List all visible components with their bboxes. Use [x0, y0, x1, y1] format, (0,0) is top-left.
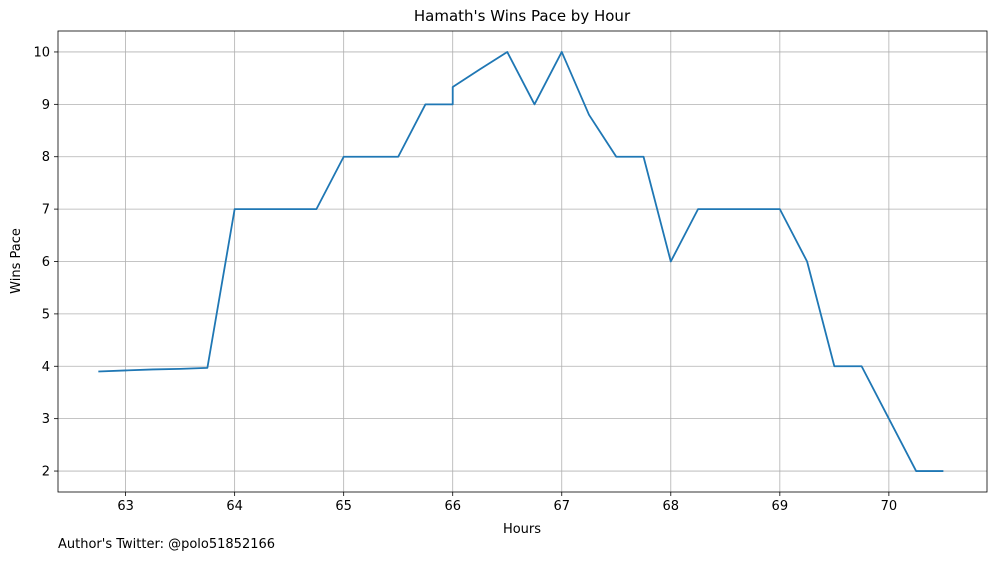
grid: [58, 31, 987, 492]
y-tick-label: 2: [42, 465, 50, 480]
y-tick-label: 9: [42, 98, 50, 113]
y-axis: 2 3 4 5 6 7 8 9 10: [33, 45, 58, 480]
x-tick-label: 65: [335, 499, 352, 514]
x-axis-label: Hours: [503, 522, 541, 537]
author-credit: Author's Twitter: @polo51852166: [58, 537, 276, 552]
y-tick-label: 7: [42, 203, 50, 218]
x-tick-label: 68: [663, 499, 680, 514]
y-tick-label: 3: [42, 412, 50, 427]
x-tick-label: 64: [226, 499, 243, 514]
series-line: [98, 51, 944, 472]
x-tick-label: 66: [444, 499, 461, 514]
y-tick-label: 6: [42, 255, 50, 270]
y-axis-label: Wins Pace: [9, 228, 24, 294]
x-tick-label: 69: [772, 499, 789, 514]
x-tick-label: 67: [553, 499, 570, 514]
y-tick-label: 8: [42, 150, 50, 165]
x-tick-label: 70: [881, 499, 898, 514]
y-tick-label: 10: [33, 45, 50, 60]
y-tick-label: 5: [42, 307, 50, 322]
series-layer: [98, 51, 944, 472]
x-tick-label: 63: [117, 499, 134, 514]
x-axis: 63 64 65 66 67 68 69 70: [117, 492, 897, 514]
chart-title: Hamath's Wins Pace by Hour: [414, 7, 631, 25]
y-tick-label: 4: [42, 360, 50, 375]
